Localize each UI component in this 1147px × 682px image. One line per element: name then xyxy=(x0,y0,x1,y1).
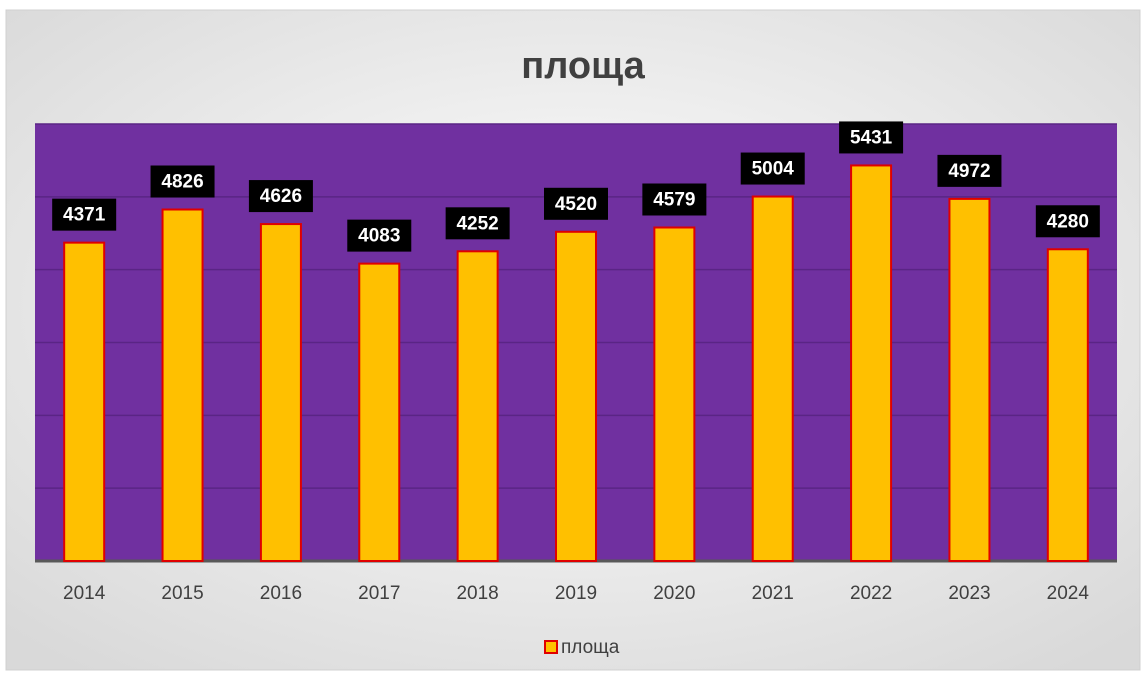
x-tick-label: 2019 xyxy=(555,583,597,604)
bar xyxy=(850,164,893,562)
x-tick-label: 2021 xyxy=(752,583,794,604)
x-tick-label: 2017 xyxy=(358,583,400,604)
bar xyxy=(1046,248,1089,562)
data-label: 4280 xyxy=(1047,211,1089,232)
data-label: 5431 xyxy=(850,127,893,148)
data-label-box xyxy=(150,165,215,198)
data-label: 5004 xyxy=(752,159,795,180)
data-label-box xyxy=(642,183,707,216)
data-label-box xyxy=(839,121,904,154)
data-label: 4520 xyxy=(555,194,597,215)
x-tick-label: 2015 xyxy=(161,583,203,604)
x-tick-label: 2014 xyxy=(63,583,106,604)
bar xyxy=(948,197,991,562)
x-tick-label: 2022 xyxy=(850,583,892,604)
legend-label: площа xyxy=(561,637,620,658)
data-label: 4371 xyxy=(63,205,106,226)
data-label: 4083 xyxy=(358,226,400,247)
x-tick-label: 2016 xyxy=(260,583,302,604)
data-label-box xyxy=(52,198,117,231)
x-tick-label: 2018 xyxy=(456,583,498,604)
bar xyxy=(259,223,302,562)
legend-swatch xyxy=(544,640,558,654)
data-label: 4826 xyxy=(161,172,203,193)
bar xyxy=(161,208,204,562)
data-label-box xyxy=(347,219,412,252)
data-label-box xyxy=(937,154,1002,187)
data-label-box xyxy=(445,207,510,240)
x-tick-label: 2024 xyxy=(1047,583,1090,604)
x-tick-label: 2020 xyxy=(653,583,695,604)
data-label: 4972 xyxy=(948,161,990,182)
data-label-box xyxy=(248,180,313,213)
bar xyxy=(456,250,499,563)
bar xyxy=(653,226,696,563)
data-label-box xyxy=(740,152,805,185)
bar xyxy=(63,241,106,562)
bar xyxy=(555,230,597,562)
data-label: 4252 xyxy=(456,213,498,234)
data-label: 4626 xyxy=(260,186,302,207)
data-label-box xyxy=(544,187,608,220)
bar xyxy=(751,195,794,563)
data-label: 4579 xyxy=(653,190,695,211)
chart-title: площа xyxy=(521,45,645,87)
x-tick-label: 2023 xyxy=(948,583,990,604)
bar xyxy=(358,262,401,562)
data-label-box xyxy=(1035,205,1100,238)
